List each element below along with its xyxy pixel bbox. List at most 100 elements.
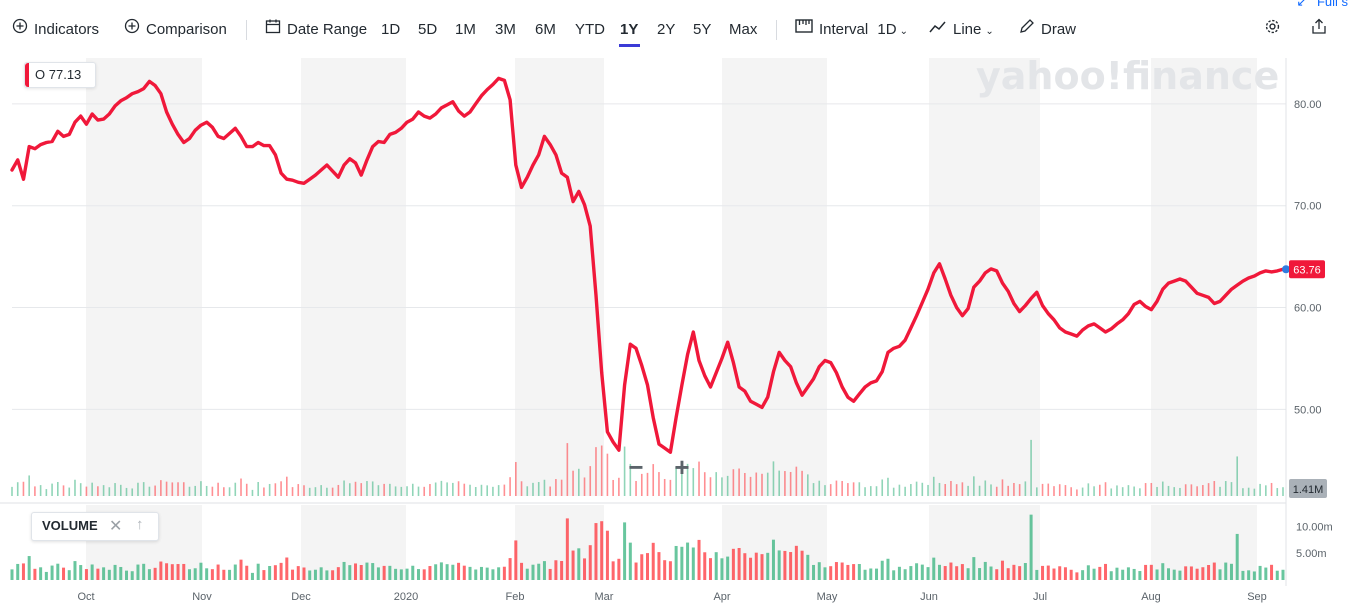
x-axis-tick-label: Sep [1247, 591, 1267, 603]
active-range-indicator [619, 44, 640, 47]
toolbar-divider [776, 20, 777, 40]
volume-bar [210, 569, 214, 580]
volume-bar [1063, 567, 1067, 580]
volume-bar-overlay [778, 470, 780, 496]
volume-bar-overlay [200, 481, 202, 496]
volume-bar [943, 566, 947, 580]
volume-bar-overlay [995, 486, 998, 496]
volume-bar [10, 569, 14, 580]
volume-bar [502, 566, 506, 580]
chart-type-button[interactable]: Line ⌄ [929, 18, 994, 42]
volume-bar-overlay [646, 472, 649, 496]
volume-bar [1035, 569, 1039, 580]
calendar-icon [265, 18, 281, 42]
range-max[interactable]: Max [729, 21, 758, 38]
open-label: O [35, 67, 46, 82]
volume-bar-overlay [789, 471, 792, 496]
price-axis-tick-label: 50.00 [1294, 404, 1322, 416]
volume-bar [16, 563, 20, 580]
volume-bar-overlay [709, 477, 712, 496]
volume-bar-overlay [1184, 484, 1187, 496]
range-1d[interactable]: 1D [381, 21, 401, 38]
range-ytd[interactable]: YTD [575, 21, 605, 38]
volume-bar [720, 558, 724, 580]
volume-bar [445, 564, 449, 580]
x-axis-tick-label: Nov [192, 591, 212, 603]
volume-bar-overlay [251, 489, 254, 496]
volume-bar [737, 547, 741, 580]
volume-bar [193, 568, 197, 580]
volume-bar-overlay [744, 472, 746, 496]
volume-bar [205, 568, 209, 580]
volume-bar-overlay [595, 447, 597, 496]
volume-bar-overlay [618, 477, 620, 496]
volume-bar-overlay [841, 480, 843, 496]
volume-bar-overlay [858, 482, 861, 496]
volume-bar-overlay [847, 483, 849, 496]
volume-bar [245, 565, 249, 580]
volume-bar-overlay [1076, 489, 1078, 496]
range-2y[interactable]: 2Y [657, 21, 676, 38]
zoom-in-button[interactable]: + [674, 452, 690, 482]
expand-icon: ↙ [1296, 0, 1308, 9]
volume-bar [73, 561, 77, 580]
draw-button[interactable]: Draw [1019, 18, 1076, 42]
volume-bar-overlay [114, 483, 116, 496]
volume-bar-overlay [492, 486, 494, 496]
volume-bar-overlay [182, 482, 185, 496]
share-button[interactable] [1311, 18, 1327, 42]
volume-bar [1275, 570, 1279, 580]
line-chart-icon [929, 18, 947, 42]
volume-bar [1069, 569, 1073, 580]
volume-bar [273, 565, 277, 580]
volume-bar-overlay [1253, 488, 1256, 496]
volume-bar-overlay [560, 479, 563, 496]
settings-button[interactable] [1264, 18, 1281, 42]
indicators-button[interactable]: Indicators [12, 18, 99, 42]
chart-toolbar: Indicators Comparison Date Range 1D 5D 1… [0, 0, 1348, 58]
volume-bar-overlay [22, 481, 25, 496]
volume-bar-overlay [228, 487, 231, 496]
current-price-label: 63.76 [1293, 264, 1321, 276]
range-1m[interactable]: 1M [455, 21, 476, 38]
date-range-button[interactable]: Date Range [265, 18, 367, 42]
range-6m[interactable]: 6M [535, 21, 556, 38]
fullscreen-button[interactable]: ↙ Full s [1296, 0, 1348, 10]
volume-bar [1178, 570, 1182, 580]
volume-bar-overlay [411, 483, 414, 496]
volume-bar-overlay [932, 476, 935, 496]
volume-bar-overlay [1081, 487, 1084, 496]
volume-bar-overlay [463, 483, 466, 496]
range-1y[interactable]: 1Y [620, 21, 639, 38]
volume-bar-overlay [606, 453, 609, 496]
volume-bar [617, 558, 621, 580]
volume-bar-overlay [1064, 485, 1067, 496]
close-icon[interactable]: ✕ [109, 518, 123, 535]
arrow-up-icon[interactable]: ↑ [136, 516, 144, 533]
volume-bar [107, 569, 111, 580]
range-3m[interactable]: 3M [495, 21, 516, 38]
volume-bar [1138, 571, 1142, 580]
volume-bar-overlay [766, 472, 769, 496]
volume-bar [1184, 566, 1188, 580]
volume-bar-overlay [57, 482, 59, 496]
volume-bar [949, 562, 953, 580]
volume-bar-overlay [824, 485, 826, 496]
volume-bar-overlay [669, 479, 672, 496]
zoom-out-button[interactable]: − [628, 452, 644, 482]
volume-bar [829, 566, 833, 580]
volume-bar-overlay [978, 485, 981, 496]
range-5y[interactable]: 5Y [693, 21, 712, 38]
toolbar-divider [246, 20, 247, 40]
volume-bar-overlay [703, 472, 706, 496]
volume-bar-overlay [772, 461, 775, 496]
volume-bar [714, 552, 718, 580]
comparison-button[interactable]: Comparison [124, 18, 227, 42]
interval-button[interactable]: Interval 1D ⌄ [795, 18, 908, 42]
volume-bar-overlay [1190, 484, 1193, 496]
range-5d[interactable]: 5D [418, 21, 438, 38]
volume-bar [1029, 514, 1033, 580]
volume-bar [1212, 562, 1216, 580]
volume-bar-overlay [377, 485, 380, 496]
